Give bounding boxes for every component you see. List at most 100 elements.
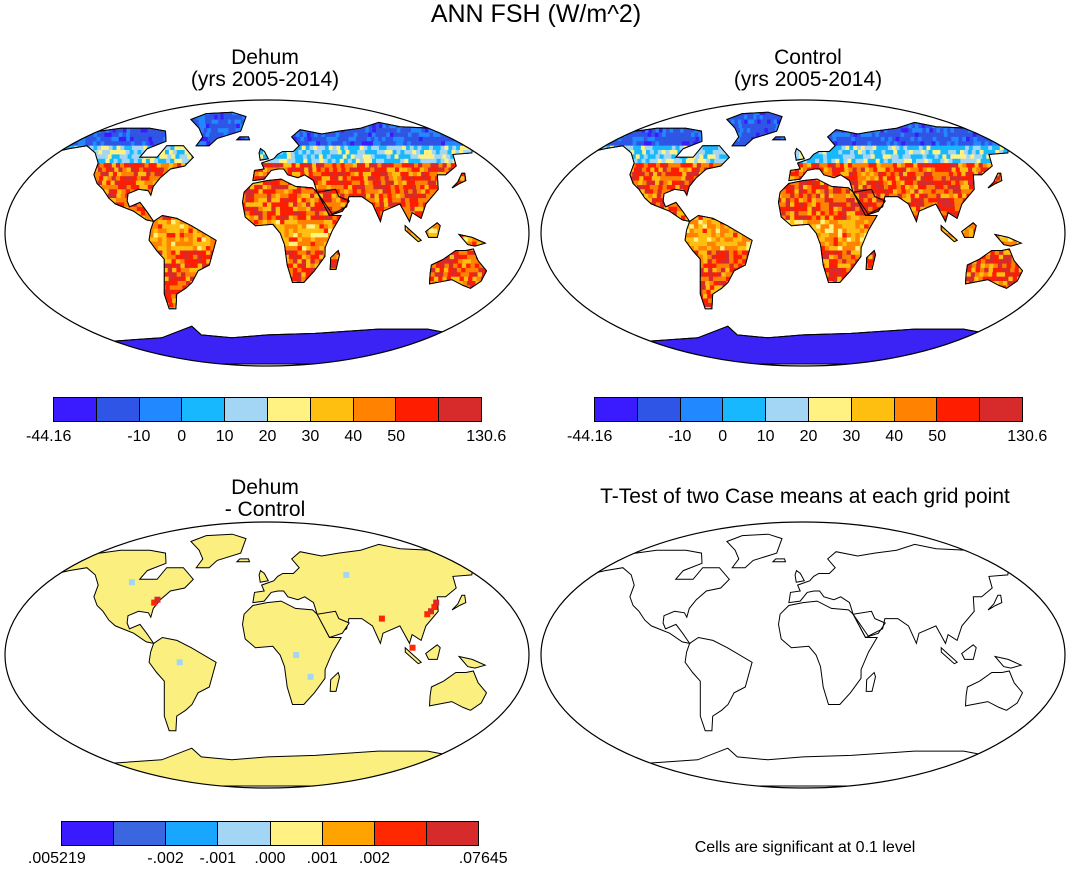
landmass-japan <box>988 595 1002 610</box>
landmass-antarctica <box>52 326 478 364</box>
landmass-uk <box>259 571 268 583</box>
dehum-colorbar-swatch <box>396 398 439 421</box>
diff-cell <box>343 572 349 578</box>
landmass-samerica <box>685 638 752 731</box>
diff-title: Dehum - Control <box>130 477 400 521</box>
control-colorbar-tick-label: -10 <box>668 428 691 446</box>
landmass-africa <box>779 601 878 704</box>
control-colorbar-tick-label: 40 <box>885 428 903 446</box>
landmass-borneo <box>962 645 977 660</box>
landmass-greenland <box>727 534 782 568</box>
diff-cell <box>433 600 439 606</box>
control-colorbar <box>594 397 1023 422</box>
control-colorbar-swatch <box>937 398 980 421</box>
control-colorbar-swatch <box>595 398 638 421</box>
dehum-title-line1: Dehum <box>130 47 400 69</box>
landmass-borneo <box>426 645 441 660</box>
dehum-colorbar-labels: -44.16-1001020304050130.6 <box>53 428 482 448</box>
landmass-arabia <box>853 611 885 637</box>
control-colorbar-swatch <box>723 398 766 421</box>
control-colorbar-tick-label: 50 <box>928 428 946 446</box>
dehum-colorbar-swatch <box>140 398 183 421</box>
dehum-colorbar-tick-label: 50 <box>387 428 405 446</box>
control-title-line2: (yrs 2005-2014) <box>673 69 943 91</box>
control-colorbar-tick-label: 20 <box>800 428 818 446</box>
diff-cell <box>293 652 299 658</box>
landmass-newguinea <box>995 657 1021 669</box>
control-colorbar-swatch <box>809 398 852 421</box>
control-title-line1: Control <box>673 47 943 69</box>
diff-colorbar-tick-label: .002 <box>359 850 390 868</box>
control-colorbar-tick-label: 0 <box>718 428 727 446</box>
dehum-colorbar-swatch <box>54 398 97 421</box>
dehum-title-line2: (yrs 2005-2014) <box>130 69 400 91</box>
dehum-colorbar <box>53 397 482 422</box>
landmass-antarctica <box>52 748 478 786</box>
dehum-colorbar-tick-label: 30 <box>301 428 319 446</box>
landmass-australia <box>430 671 487 710</box>
control-colorbar-tick-label: 30 <box>842 428 860 446</box>
control-title: Control (yrs 2005-2014) <box>673 47 943 91</box>
ttest-map <box>538 520 1068 790</box>
landmass-samerica <box>149 638 216 731</box>
control-colorbar-swatch <box>980 398 1022 421</box>
landmass-greenland <box>191 534 246 568</box>
map-border <box>541 522 1065 788</box>
diff-title-line2: - Control <box>130 499 400 521</box>
dehum-colorbar-swatch <box>439 398 481 421</box>
diff-cell <box>129 579 135 585</box>
diff-colorbar <box>61 821 479 846</box>
dehum-colorbar-tick-label: 130.6 <box>466 428 506 446</box>
control-colorbar-tick-label: 130.6 <box>1007 428 1047 446</box>
control-map <box>538 98 1068 368</box>
dehum-colorbar-swatch <box>182 398 225 421</box>
dehum-colorbar-swatch <box>311 398 354 421</box>
landmass-iceland <box>773 559 786 562</box>
landmass-antarctica <box>588 748 1014 786</box>
heat-cells <box>5 111 529 321</box>
landmass-madagascar <box>866 673 875 692</box>
dehum-colorbar-swatch <box>354 398 397 421</box>
diff-colorbar-tick-label: .005219 <box>28 850 86 868</box>
diff-colorbar-swatch <box>271 822 323 845</box>
diff-colorbar-swatch <box>114 822 166 845</box>
significance-note: Cells are significant at 0.1 level <box>540 840 1070 856</box>
diff-colorbar-swatch <box>166 822 218 845</box>
dehum-colorbar-swatch <box>97 398 140 421</box>
diff-colorbar-swatch <box>62 822 114 845</box>
landmass-sumatra <box>941 648 957 664</box>
diff-cell <box>410 645 416 651</box>
diff-colorbar-labels: .005219-.002-.001.000.001.002.07645 <box>61 850 479 870</box>
landmass-japan <box>452 595 466 610</box>
dehum-colorbar-tick-label: 20 <box>259 428 277 446</box>
control-colorbar-swatch <box>852 398 895 421</box>
control-colorbar-labels: -44.16-1001020304050130.6 <box>594 428 1023 448</box>
diff-colorbar-swatch <box>427 822 478 845</box>
landmass-newguinea <box>459 657 485 669</box>
diff-colorbar-tick-label: -.002 <box>147 850 183 868</box>
dehum-colorbar-tick-label: 0 <box>177 428 186 446</box>
dehum-map <box>2 98 532 368</box>
diff-cell <box>177 659 183 665</box>
diff-cell <box>155 597 161 603</box>
dehum-title: Dehum (yrs 2005-2014) <box>130 47 400 91</box>
control-colorbar-tick-label: 10 <box>757 428 775 446</box>
main-title: ANN FSH (W/m^2) <box>0 2 1072 27</box>
diff-cell <box>424 611 430 617</box>
diff-colorbar-tick-label: -.001 <box>200 850 236 868</box>
dehum-colorbar-tick-label: 10 <box>216 428 234 446</box>
control-colorbar-swatch <box>638 398 681 421</box>
ttest-title: T-Test of two Case means at each grid po… <box>540 486 1070 508</box>
diff-map <box>2 520 532 790</box>
landmass-eurasia <box>789 544 1029 643</box>
landmass-australia <box>966 671 1023 710</box>
dehum-colorbar-tick-label: -10 <box>127 428 150 446</box>
dehum-colorbar-tick-label: 40 <box>344 428 362 446</box>
diff-colorbar-tick-label: .001 <box>307 850 338 868</box>
diff-colorbar-swatch <box>323 822 375 845</box>
landmass-madagascar <box>330 673 339 692</box>
control-colorbar-swatch <box>766 398 809 421</box>
diff-colorbar-swatch <box>218 822 270 845</box>
control-colorbar-swatch <box>681 398 724 421</box>
control-colorbar-swatch <box>895 398 938 421</box>
